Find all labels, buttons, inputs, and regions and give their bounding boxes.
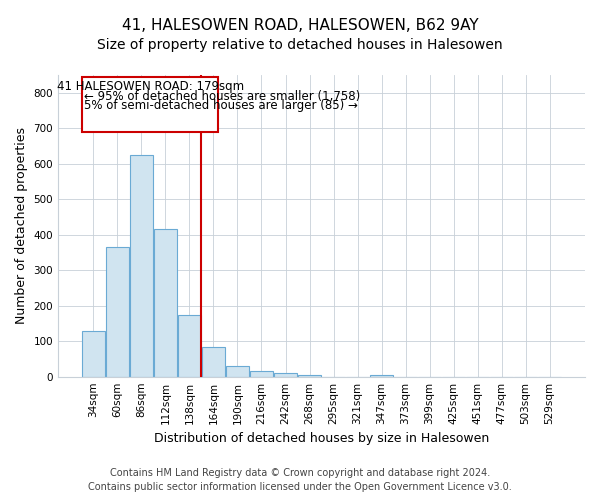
Bar: [82, 330, 105, 376]
Bar: [130, 155, 153, 376]
Bar: [250, 372, 273, 376]
Text: 5% of semi-detached houses are larger (85) →: 5% of semi-detached houses are larger (8…: [84, 99, 358, 112]
Bar: [178, 314, 201, 376]
Bar: [274, 373, 297, 376]
Y-axis label: Number of detached properties: Number of detached properties: [15, 128, 28, 324]
Text: ← 95% of detached houses are smaller (1,758): ← 95% of detached houses are smaller (1,…: [84, 90, 361, 104]
Text: 41, HALESOWEN ROAD, HALESOWEN, B62 9AY: 41, HALESOWEN ROAD, HALESOWEN, B62 9AY: [122, 18, 478, 32]
Bar: [106, 247, 129, 376]
Text: 41 HALESOWEN ROAD: 179sqm: 41 HALESOWEN ROAD: 179sqm: [56, 80, 244, 92]
Text: Contains HM Land Registry data © Crown copyright and database right 2024.
Contai: Contains HM Land Registry data © Crown c…: [88, 468, 512, 492]
FancyBboxPatch shape: [82, 77, 218, 132]
X-axis label: Distribution of detached houses by size in Halesowen: Distribution of detached houses by size …: [154, 432, 489, 445]
Bar: [226, 366, 249, 376]
Text: Size of property relative to detached houses in Halesowen: Size of property relative to detached ho…: [97, 38, 503, 52]
Bar: [370, 375, 393, 376]
Bar: [298, 375, 321, 376]
Bar: [202, 346, 225, 376]
Bar: [154, 230, 177, 376]
